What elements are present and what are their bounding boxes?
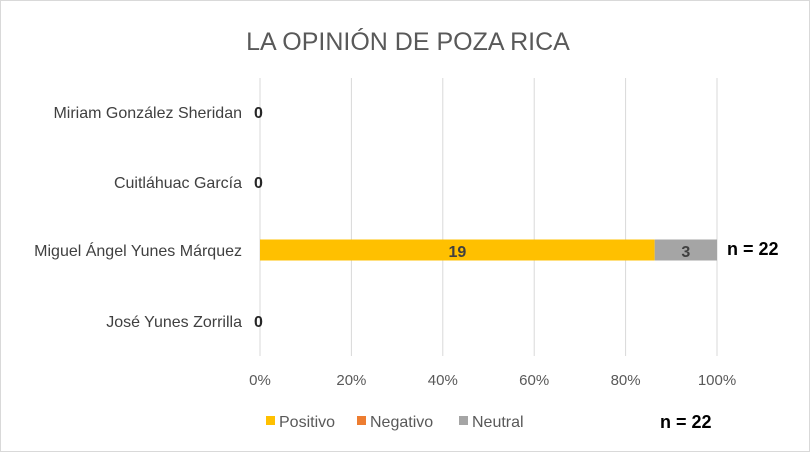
x-tick-label: 20% [336, 372, 366, 389]
legend: Positivo Negativo Neutral [266, 414, 524, 431]
bars: 0 0 19 3 n = 22 0 [254, 105, 779, 331]
category-label: Miguel Ángel Yunes Márquez [34, 241, 242, 260]
x-tick-label: 0% [249, 372, 271, 389]
footer-note: n = 22 [660, 412, 712, 432]
bar-annotation: n = 22 [727, 239, 779, 259]
x-tick-label: 100% [698, 372, 736, 389]
legend-label: Positivo [279, 414, 335, 431]
data-label: 19 [448, 244, 466, 261]
legend-label: Neutral [472, 414, 524, 431]
category-label: Miriam González Sheridan [53, 105, 242, 122]
legend-label: Negativo [370, 414, 433, 431]
data-label: 3 [681, 244, 690, 261]
category-label: Cuitláhuac García [114, 175, 242, 192]
bar-segment-neutral [654, 239, 717, 261]
x-tick-label: 60% [519, 372, 549, 389]
grid-lines [259, 78, 718, 356]
chart-title: LA OPINIÓN DE POZA RICA [246, 27, 570, 56]
category-label: José Yunes Zorrilla [106, 314, 242, 331]
category-labels: Miriam González Sheridan Cuitláhuac Garcí… [34, 105, 242, 331]
legend-swatch-neutral [459, 416, 468, 425]
bar-segment-positivo [260, 239, 655, 261]
x-tick-label: 40% [428, 372, 458, 389]
x-tick-label: 80% [611, 372, 641, 389]
zero-value-label: 0 [254, 314, 263, 331]
legend-swatch-positivo [266, 416, 275, 425]
zero-value-label: 0 [254, 175, 263, 192]
legend-swatch-negativo [357, 416, 366, 425]
zero-value-label: 0 [254, 105, 263, 122]
x-tick-labels: 0% 20% 40% 60% 80% 100% [249, 372, 736, 389]
